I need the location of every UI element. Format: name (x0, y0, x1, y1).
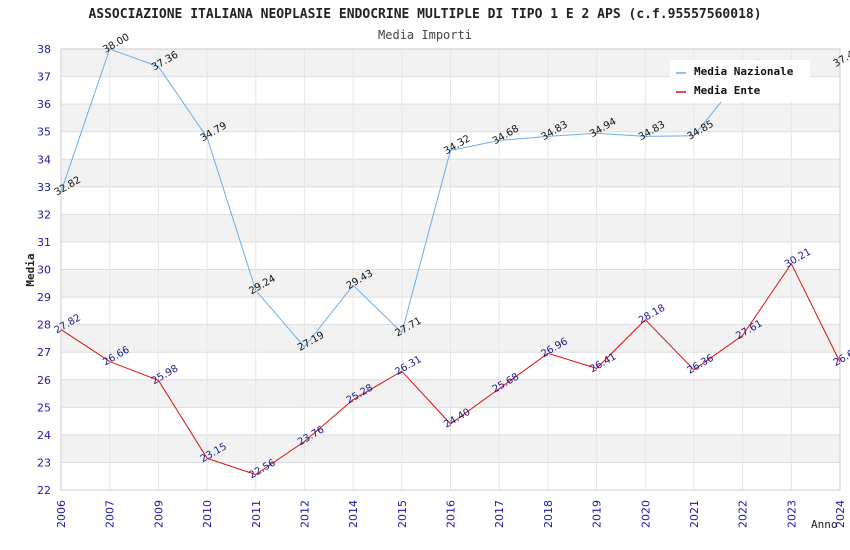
data-label-media-ente: 26.41 (588, 351, 618, 375)
y-tick-label: 32 (37, 208, 51, 221)
y-tick-label: 29 (37, 291, 51, 304)
x-tick-label: 2010 (201, 500, 214, 528)
y-tick-label: 37 (37, 71, 51, 84)
x-tick-label: 2012 (298, 500, 311, 528)
x-tick-label: 2006 (55, 500, 68, 528)
x-tick-label: 2017 (493, 500, 506, 528)
legend-label-media-ente: Media Ente (694, 84, 761, 97)
y-tick-label: 28 (37, 319, 51, 332)
legend: Media Nazionale Media Ente (670, 60, 810, 102)
x-tick-label: 2011 (250, 500, 263, 528)
legend-label-media-nazionale: Media Nazionale (694, 65, 794, 78)
x-tick-label: 2014 (347, 500, 360, 528)
y-tick-label: 31 (37, 236, 51, 249)
chart-subtitle: Media Importi (378, 28, 472, 42)
x-tick-label: 2023 (785, 500, 798, 528)
data-label-media-ente: 28.18 (637, 303, 667, 327)
y-axis-label: Media (24, 253, 37, 286)
data-label-media-ente: 26.31 (393, 354, 423, 378)
x-tick-label: 2024 (834, 500, 847, 528)
x-tick-label: 2016 (445, 500, 458, 528)
x-tick-label: 2007 (104, 500, 117, 528)
data-label-media-ente: 30.21 (783, 247, 813, 271)
data-label-media-nazionale: 34.32 (442, 133, 472, 157)
chart-title: ASSOCIAZIONE ITALIANA NEOPLASIE ENDOCRIN… (88, 7, 761, 22)
x-axis-label: Anno (811, 518, 838, 531)
y-tick-label: 30 (37, 264, 51, 277)
y-tick-label: 22 (37, 484, 51, 497)
y-tick-label: 26 (37, 374, 51, 387)
legend-box (670, 60, 810, 102)
y-tick-label: 35 (37, 126, 51, 139)
x-tick-label: 2022 (737, 500, 750, 528)
series-line-media-ente (60, 262, 841, 476)
y-tick-label: 33 (37, 181, 51, 194)
y-tick-label: 36 (37, 98, 51, 111)
data-label-media-ente: 26.36 (686, 353, 716, 377)
series-layer (60, 49, 841, 476)
y-tick-label: 38 (37, 43, 51, 56)
x-tick-label: 2021 (688, 500, 701, 528)
y-tick-label: 27 (37, 346, 51, 359)
x-tick-label: 2009 (152, 500, 165, 528)
x-tick-label: 2015 (396, 500, 409, 528)
x-axis-ticks: 2006 2007 2009 2010 2011 2012 2014 2015 2016 2017… (55, 500, 847, 528)
plot-frame (60, 48, 841, 491)
y-tick-label: 25 (37, 401, 51, 414)
y-tick-label: 34 (37, 153, 51, 166)
y-tick-label: 23 (37, 456, 51, 469)
data-label-media-ente: 24.40 (442, 407, 472, 431)
x-tick-label: 2020 (639, 500, 652, 528)
y-axis-ticks: 22 23 24 25 26 27 28 29 30 31 32 33 34 35 36 37 38 (37, 43, 51, 497)
x-tick-label: 2019 (591, 500, 604, 528)
y-tick-label: 24 (37, 429, 51, 442)
x-tick-label: 2018 (542, 500, 555, 528)
